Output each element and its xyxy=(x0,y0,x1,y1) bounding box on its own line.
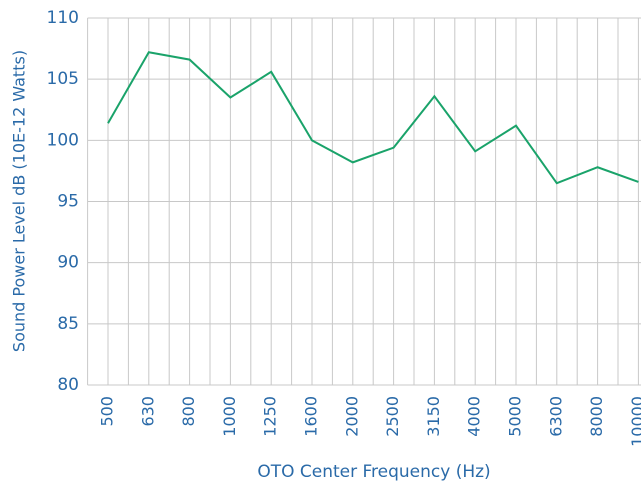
x-tick-label: 6300 xyxy=(546,396,565,437)
x-tick-label: 2500 xyxy=(383,396,402,437)
y-tick-label: 80 xyxy=(57,375,79,395)
x-tick-label: 2000 xyxy=(342,396,361,437)
y-tick-label: 105 xyxy=(47,69,79,89)
y-tick-label: 110 xyxy=(47,8,79,28)
y-axis-label: Sound Power Level dB (10E-12 Watts) xyxy=(10,50,29,352)
y-tick-label: 85 xyxy=(57,314,79,334)
x-tick-label: 1000 xyxy=(220,396,239,437)
x-tick-label: 3150 xyxy=(424,396,443,437)
x-axis-label: OTO Center Frequency (Hz) xyxy=(257,462,490,482)
x-tick-label: 4000 xyxy=(465,396,484,437)
x-tick-label: 8000 xyxy=(587,396,606,437)
y-tick-label: 100 xyxy=(47,130,79,150)
x-tick-label: 1600 xyxy=(302,396,321,437)
data-line xyxy=(107,51,639,185)
y-tick-label: 90 xyxy=(57,253,79,273)
x-tick-label: 630 xyxy=(138,396,157,427)
x-tick-label: 5000 xyxy=(506,396,525,437)
x-tick-label: 10000 xyxy=(628,396,641,447)
x-tick-label: 800 xyxy=(179,396,198,427)
x-tick-label: 500 xyxy=(98,396,117,427)
x-tick-label: 1250 xyxy=(261,396,280,437)
y-tick-label: 95 xyxy=(57,192,79,212)
